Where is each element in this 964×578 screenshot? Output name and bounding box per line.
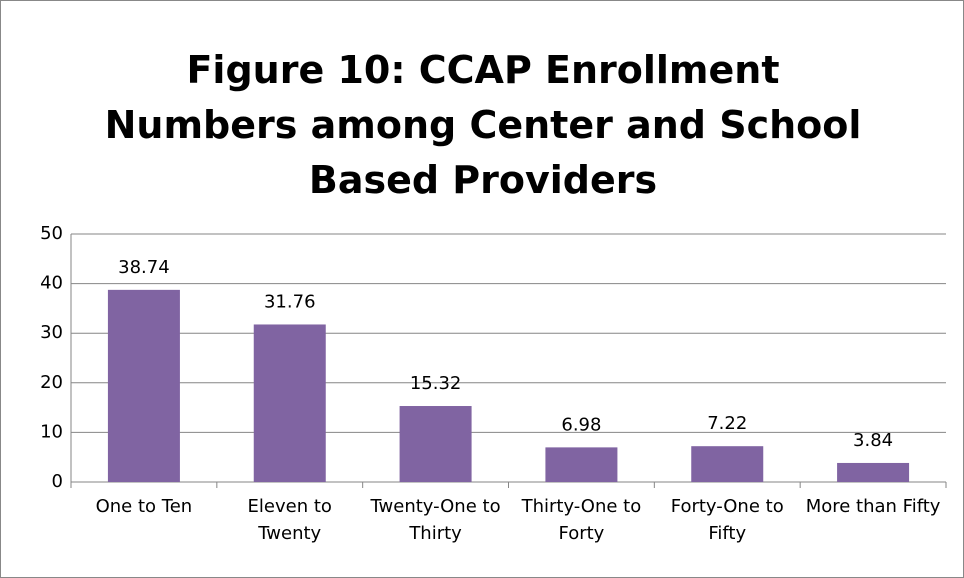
x-tick-label: Eleven to Twenty <box>247 496 332 544</box>
y-tick-label: 40 <box>40 273 63 294</box>
data-label: 15.32 <box>410 373 462 394</box>
data-label: 3.84 <box>853 430 893 451</box>
y-tick-label: 10 <box>40 421 63 442</box>
bar <box>545 447 618 482</box>
data-label: 38.74 <box>118 257 170 278</box>
x-tick-label: Twenty-One to Thirty <box>370 496 501 544</box>
x-tick-label: Thirty-One to Forty <box>521 496 642 544</box>
bar <box>691 446 764 482</box>
bar <box>253 324 326 482</box>
y-tick-label: 50 <box>40 223 63 244</box>
y-tick-label: 30 <box>40 322 63 343</box>
data-label: 7.22 <box>707 413 747 434</box>
data-label: 6.98 <box>561 414 601 435</box>
y-tick-label: 0 <box>52 471 63 492</box>
x-tick-label: One to Ten <box>95 496 193 517</box>
chart-title: Figure 10: CCAP Enrollment Numbers among… <box>104 48 862 202</box>
x-tick-label: Forty-One to Fifty <box>670 496 784 544</box>
x-tick-label: More than Fifty <box>805 496 941 517</box>
bar <box>399 406 472 482</box>
bar <box>107 289 180 482</box>
data-label: 31.76 <box>264 291 316 312</box>
bar <box>837 462 910 482</box>
y-tick-label: 20 <box>40 372 63 393</box>
